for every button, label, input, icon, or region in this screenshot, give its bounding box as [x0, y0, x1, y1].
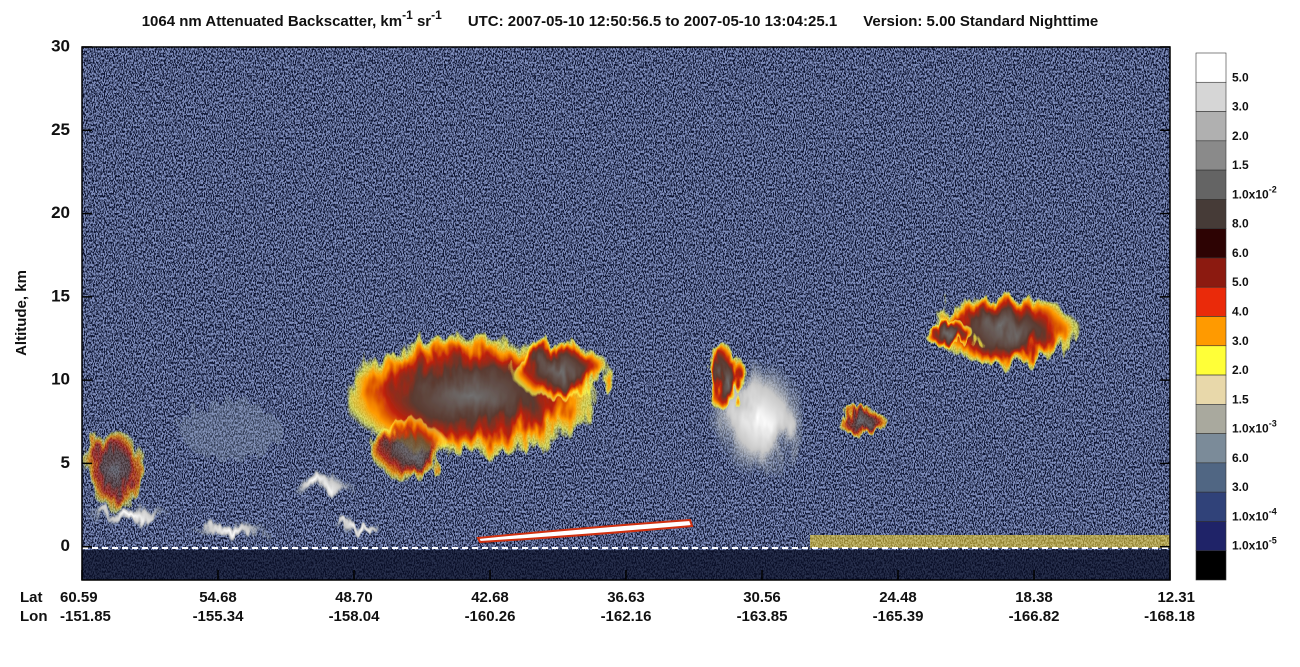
colorbar-swatch: [1195, 257, 1227, 288]
colorbar-label: 6.0: [1232, 451, 1249, 465]
colorbar-swatch: [1195, 374, 1227, 405]
colorbar-swatch: [1195, 491, 1227, 522]
colorbar-label-text: 1.5: [1232, 393, 1249, 407]
x-tick-label: 60.59: [60, 589, 98, 606]
colorbar-label: 1.0x10-4: [1232, 507, 1277, 524]
colorbar-label-text: 1.0x10: [1232, 510, 1269, 524]
x-tick-label: -160.26: [465, 608, 516, 625]
colorbar-label: 1.5: [1232, 393, 1249, 407]
x-tick-label: -166.82: [1009, 608, 1060, 625]
colorbar-label-text: 5.0: [1232, 70, 1249, 84]
colorbar-label-text: 5.0: [1232, 275, 1249, 289]
x-row-label: Lon: [20, 608, 48, 625]
colorbar-label-text: 8.0: [1232, 217, 1249, 231]
colorbar-swatch: [1195, 199, 1227, 229]
x-row-label: Lat: [20, 589, 43, 606]
y-tick-label: 15: [51, 286, 70, 305]
colorbar-label-text: 3.0: [1232, 480, 1249, 494]
colorbar-swatch: [1195, 111, 1227, 142]
colorbar-swatch: [1195, 345, 1227, 376]
colorbar-label-exponent: -3: [1269, 419, 1277, 429]
colorbar-label: 6.0: [1232, 246, 1249, 260]
colorbar-label-exponent: -5: [1269, 536, 1277, 546]
colorbar-label-text: 3.0: [1232, 100, 1249, 114]
x-tick-label: -151.85: [60, 608, 111, 625]
colorbar-label-text: 3.0: [1232, 334, 1249, 348]
clouds: [85, 295, 1080, 538]
colorbar-swatch: [1195, 140, 1227, 171]
colorbar-label-text: 1.5: [1232, 158, 1249, 172]
y-axis-label: Altitude, km: [13, 270, 30, 356]
colorbar-label: 1.0x10-3: [1232, 419, 1277, 436]
y-tick-label: 0: [61, 536, 70, 555]
colorbar-label: 1.5: [1232, 158, 1249, 172]
chart-title: 1064 nm Attenuated Backscatter, km-1 sr-…: [142, 8, 1099, 30]
x-tick-label: 36.63: [607, 589, 645, 606]
colorbar-label-text: 2.0: [1232, 363, 1249, 377]
colorbar-label: 1.0x10-5: [1232, 536, 1277, 553]
colorbar-label-text: 1.0x10: [1232, 188, 1269, 202]
x-tick-label: -168.18: [1144, 608, 1195, 625]
colorbar-label: 5.0: [1232, 275, 1249, 289]
colorbar-label-exponent: -2: [1269, 185, 1277, 195]
x-tick-label: 18.38: [1015, 589, 1053, 606]
y-tick-label: 10: [51, 370, 70, 389]
colorbar-swatch: [1195, 169, 1227, 200]
colorbar-label-text: 1.0x10: [1232, 422, 1269, 436]
colorbar-label: 2.0: [1232, 129, 1249, 143]
y-tick-label: 25: [51, 120, 70, 139]
x-tick-label: 42.68: [471, 589, 509, 606]
x-tick-label: -165.39: [873, 608, 924, 625]
colorbar-label: 2.0: [1232, 363, 1249, 377]
colorbar-swatch: [1195, 228, 1227, 259]
x-tick-label: -163.85: [737, 608, 788, 625]
x-tick-label: 54.68: [199, 589, 237, 606]
colorbar-swatch: [1195, 81, 1227, 112]
colorbar-swatch: [1195, 462, 1227, 493]
colorbar-label: 5.0: [1232, 70, 1249, 84]
colorbar-swatch: [1195, 521, 1227, 552]
surface-layer: [810, 535, 1170, 548]
y-tick-label: 20: [51, 203, 70, 222]
low-cloud-layer: [476, 518, 694, 544]
colorbar-label: 8.0: [1232, 217, 1249, 231]
colorbar-label-text: 1.0x10: [1232, 539, 1269, 553]
colorbar-label: 1.0x10-2: [1232, 185, 1277, 202]
curtain-image: [82, 47, 1170, 580]
x-tick-label: 12.31: [1157, 589, 1195, 606]
y-tick-label: 30: [51, 36, 70, 55]
colorbar-label: 4.0: [1232, 305, 1249, 319]
colorbar-label-exponent: -4: [1269, 507, 1277, 517]
colorbar-swatch: [1195, 286, 1227, 317]
colorbar-swatch: [1195, 316, 1227, 347]
colorbar-swatch: [1195, 404, 1227, 434]
x-tick-label: 24.48: [879, 589, 917, 606]
colorbar-swatch: [1195, 433, 1227, 464]
x-tick-label: -162.16: [601, 608, 652, 625]
x-tick-label: -155.34: [193, 608, 245, 625]
colorbar-label: 3.0: [1232, 480, 1249, 494]
y-tick-label: 5: [61, 453, 70, 472]
colorbar-label-text: 6.0: [1232, 451, 1249, 465]
x-tick-label: 30.56: [743, 589, 781, 606]
colorbar-label-text: 6.0: [1232, 246, 1249, 260]
colorbar-swatch: [1195, 550, 1227, 581]
colorbar-label-text: 4.0: [1232, 305, 1249, 319]
x-tick-label: -158.04: [329, 608, 381, 625]
colorbar-label-text: 2.0: [1232, 129, 1249, 143]
colorbar-label: 3.0: [1232, 334, 1249, 348]
colorbar-swatch: [1195, 52, 1227, 83]
x-tick-label: 48.70: [335, 589, 373, 606]
colorbar-label: 3.0: [1232, 100, 1249, 114]
